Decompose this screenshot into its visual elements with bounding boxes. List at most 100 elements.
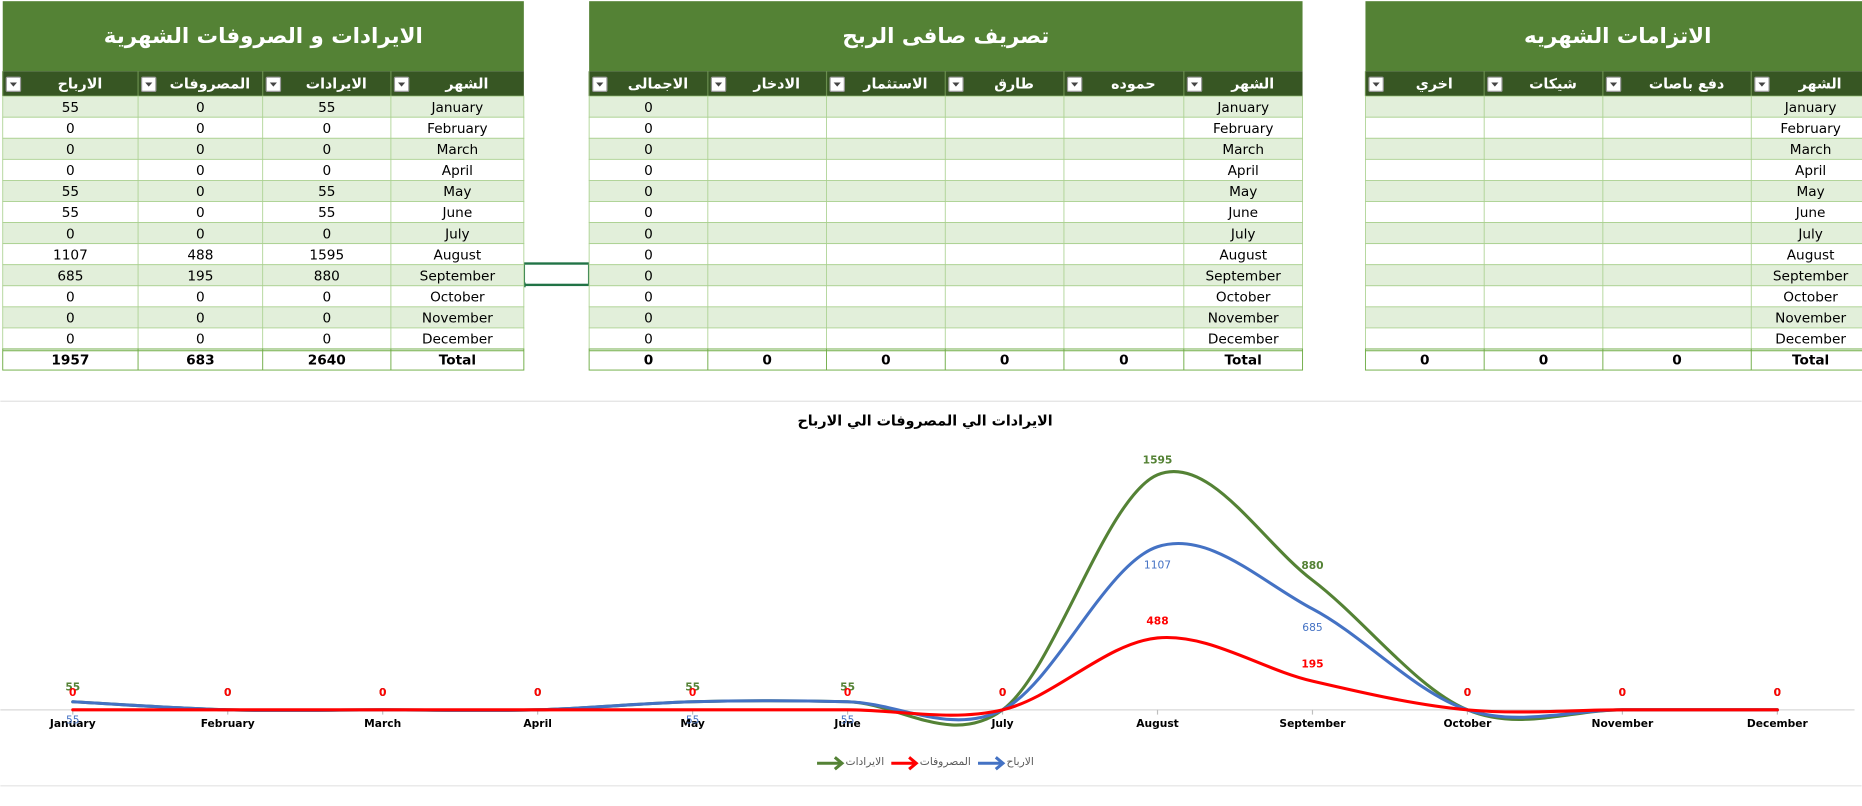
value-cell: 0 [644, 311, 653, 327]
legend-label[interactable]: الايرادات [846, 755, 885, 768]
month-cell: July [1230, 226, 1256, 242]
value-cell: 0 [66, 226, 75, 242]
table-title-band [2, 1, 524, 72]
filter-arrow [1758, 82, 1766, 87]
total-row [2, 348, 525, 371]
table-row [588, 243, 1303, 266]
table-row [588, 327, 1303, 350]
filter-arrow [398, 82, 406, 87]
value-cell: 488 [187, 247, 213, 263]
value-cell: 0 [196, 226, 205, 242]
table-row [588, 95, 1303, 118]
column-header: الشهر [444, 76, 488, 92]
data-label: 0 [224, 686, 231, 699]
total-value: 683 [186, 353, 214, 369]
data-label: 0 [1619, 686, 1626, 699]
total-row [588, 348, 1304, 371]
total-label: Total [1225, 353, 1262, 369]
month-cell: October [430, 290, 485, 306]
value-cell: 0 [644, 332, 653, 348]
value-cell: 0 [66, 163, 75, 179]
column-header: الايرادات [306, 76, 367, 92]
legend-arrow [908, 756, 919, 771]
data-label: 55 [66, 714, 80, 727]
value-cell: 880 [314, 268, 340, 284]
month-cell: April [1228, 163, 1259, 179]
table-row [588, 201, 1303, 223]
table-row [588, 222, 1303, 245]
month-cell: April [1795, 163, 1826, 179]
month-cell: September [420, 268, 496, 284]
month-cell: June [1227, 205, 1258, 221]
data-label: 0 [379, 686, 386, 699]
data-label: 55 [841, 714, 855, 727]
table-row [588, 158, 1303, 181]
data-label: 0 [999, 686, 1006, 699]
table-title: الاتزامات الشهريه [1524, 24, 1711, 49]
data-label: 0 [379, 686, 386, 699]
value-cell: 0 [644, 121, 653, 137]
table-row [588, 180, 1303, 202]
value-cell: 0 [196, 332, 205, 348]
filter-arrow [9, 82, 17, 87]
month-cell: July [444, 226, 470, 242]
column-header: الاجمالى [628, 76, 688, 92]
total-value: 1957 [51, 353, 89, 369]
month-cell: December [1208, 332, 1279, 348]
column-header: حموده [1111, 76, 1155, 92]
value-cell: 1595 [309, 247, 344, 263]
filter-arrow [714, 82, 723, 87]
x-tick-label: April [523, 717, 551, 730]
value-cell: 55 [62, 205, 79, 221]
value-cell: 1107 [53, 247, 88, 263]
filter-arrow [1609, 82, 1618, 87]
series-line [71, 635, 1779, 717]
data-label: 1595 [1143, 454, 1173, 467]
legend-label[interactable]: المصروفات [920, 755, 971, 768]
total-value: 0 [881, 353, 891, 369]
value-cell: 0 [66, 121, 75, 137]
data-label: 0 [1774, 686, 1781, 699]
value-cell: 0 [644, 226, 653, 242]
table-row [1365, 137, 1862, 160]
data-label: 0 [999, 686, 1006, 699]
legend-label[interactable]: الارباح [1006, 755, 1033, 768]
data-label: 0 [1619, 686, 1626, 699]
total-value: 0 [1672, 353, 1682, 369]
chart-title: الايرادات الي المصروفات الي الارباح [797, 413, 1052, 429]
data-label: 488 [1146, 614, 1168, 627]
column-header: شيكات [1529, 76, 1577, 92]
value-cell: 0 [196, 100, 205, 116]
month-cell: September [1773, 268, 1849, 284]
value-cell: 0 [196, 142, 205, 158]
value-cell: 685 [57, 268, 83, 284]
total-label: Total [1792, 353, 1829, 369]
table-row [588, 264, 1303, 287]
value-cell: 0 [196, 290, 205, 306]
data-label: 0 [534, 686, 541, 699]
column-header: الارباح [58, 76, 103, 92]
data-label: 0 [534, 686, 541, 699]
value-cell: 55 [62, 100, 79, 116]
data-label: 685 [1302, 621, 1322, 634]
data-label: 0 [1464, 686, 1471, 699]
x-tick-label: January [49, 717, 96, 730]
x-tick-label: October [1443, 717, 1492, 730]
month-cell: January [431, 100, 484, 116]
month-cell: August [433, 247, 481, 263]
x-tick-label: February [201, 717, 255, 730]
value-cell: 0 [322, 163, 331, 179]
value-cell: 0 [644, 184, 653, 200]
value-cell: 0 [644, 290, 653, 306]
filter-arrow [833, 82, 841, 87]
column-header: الاستثمار [862, 76, 927, 92]
value-cell: 0 [322, 142, 331, 158]
value-cell: 55 [318, 100, 335, 116]
month-cell: February [1780, 121, 1840, 137]
month-cell: November [422, 311, 493, 327]
table-row [1365, 158, 1862, 181]
total-row [1364, 348, 1862, 371]
data-label: 0 [689, 686, 696, 699]
value-cell: 0 [322, 332, 331, 348]
data-label: 0 [69, 686, 76, 699]
